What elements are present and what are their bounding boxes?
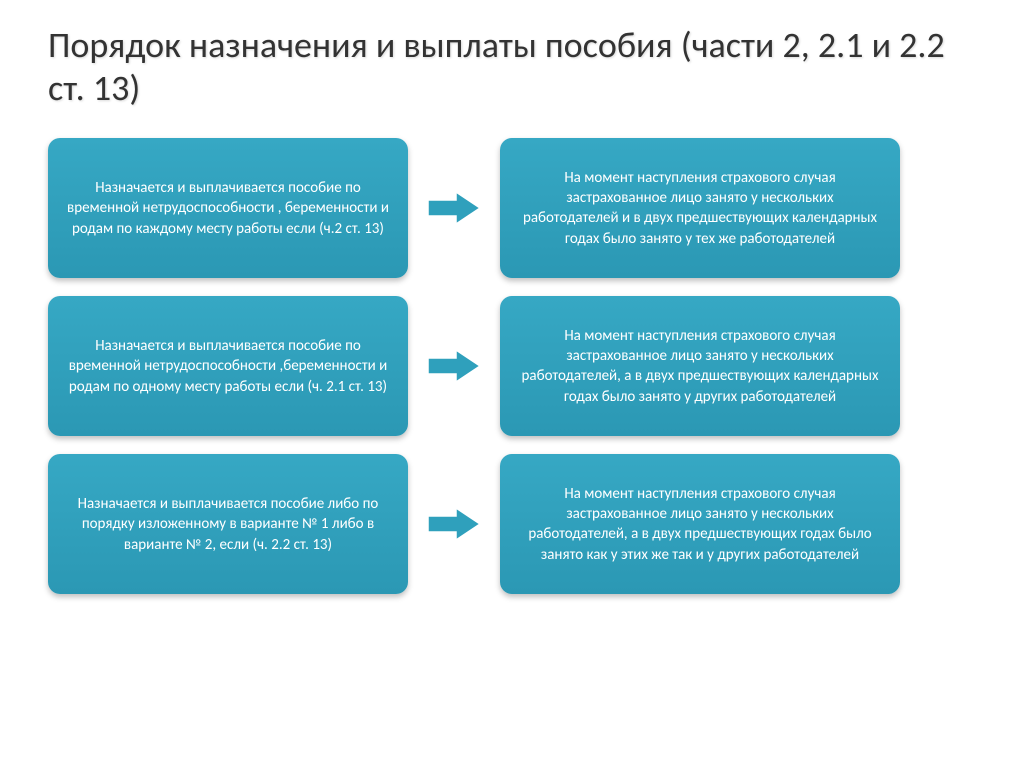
right-box-text: На момент наступления страхового случая … [518, 326, 882, 407]
right-box: На момент наступления страхового случая … [500, 296, 900, 436]
right-box-text: На момент наступления страхового случая … [518, 484, 882, 565]
left-box-text: Назначается и выплачивается пособие либо… [66, 494, 390, 555]
left-box: Назначается и выплачивается пособие по в… [48, 138, 408, 278]
arrow-right-icon [426, 504, 482, 544]
left-box-text: Назначается и выплачивается пособие по в… [66, 336, 390, 397]
left-box: Назначается и выплачивается пособие либо… [48, 454, 408, 594]
right-box: На момент наступления страхового случая … [500, 138, 900, 278]
diagram-row: Назначается и выплачивается пособие либо… [48, 454, 976, 594]
page-title: Порядок назначения и выплаты пособия (ча… [48, 24, 976, 110]
left-box: Назначается и выплачивается пособие по в… [48, 296, 408, 436]
diagram-row: Назначается и выплачивается пособие по в… [48, 138, 976, 278]
arrow [422, 504, 486, 544]
arrow-right-icon [426, 188, 482, 228]
diagram-grid: Назначается и выплачивается пособие по в… [48, 138, 976, 594]
arrow-right-icon [426, 346, 482, 386]
left-box-text: Назначается и выплачивается пособие по в… [66, 178, 390, 239]
arrow [422, 346, 486, 386]
right-box: На момент наступления страхового случая … [500, 454, 900, 594]
right-box-text: На момент наступления страхового случая … [518, 168, 882, 249]
diagram-row: Назначается и выплачивается пособие по в… [48, 296, 976, 436]
arrow [422, 188, 486, 228]
